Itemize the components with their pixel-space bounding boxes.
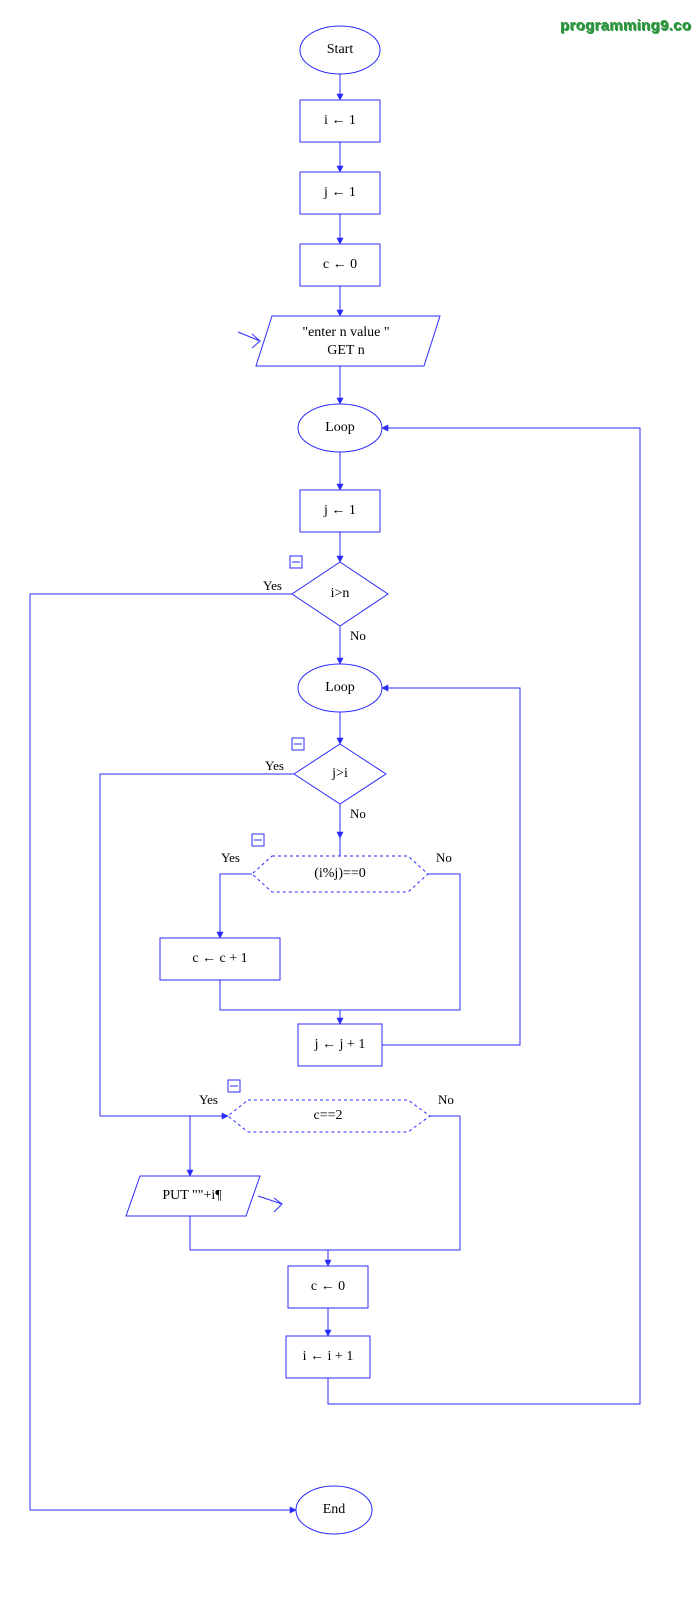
end-label: End xyxy=(323,1502,346,1517)
yes-label: Yes xyxy=(221,850,240,865)
node-i-inc: i ← i + 1 xyxy=(286,1336,370,1378)
node-c-init: c ← 0 xyxy=(300,244,380,286)
cond-c2-label: c==2 xyxy=(313,1108,342,1123)
edge xyxy=(220,980,340,1010)
node-put: PUT ""+i¶ xyxy=(126,1176,282,1216)
cond-mod-label: (i%j)==0 xyxy=(314,866,366,881)
c-reset-label: c ← 0 xyxy=(311,1279,345,1294)
cond-j-gt-i-label: j>i xyxy=(331,766,348,781)
cond-i-gt-n-label: i>n xyxy=(331,586,350,601)
input-line2: GET n xyxy=(327,343,364,358)
flowchart-canvas: programming9.com programming9.com Start … xyxy=(0,0,692,1604)
start-label: Start xyxy=(327,42,354,57)
yes-label: Yes xyxy=(199,1092,218,1107)
j-reset-label: j ← 1 xyxy=(323,503,356,518)
j-inc-label: j ← j + 1 xyxy=(314,1037,366,1052)
edge-cond-i-gt-n-yes: Yes xyxy=(30,578,296,1510)
node-input: "enter n value " GET n xyxy=(238,316,440,366)
node-cond-i-gt-n: i>n xyxy=(290,556,388,626)
loop-outer-label: Loop xyxy=(325,420,355,435)
node-cond-c2: c==2 xyxy=(228,1080,430,1132)
node-end: End xyxy=(296,1486,372,1534)
i-init-label: i ← 1 xyxy=(324,113,356,128)
yes-label: Yes xyxy=(263,578,282,593)
no-label: No xyxy=(438,1092,454,1107)
edge xyxy=(190,1216,328,1250)
edge-cond-mod-yes: Yes xyxy=(220,850,252,938)
input-arrow-icon xyxy=(238,332,260,348)
node-loop-inner: Loop xyxy=(298,664,382,712)
edge-cond-c2-yes: Yes xyxy=(190,1092,228,1176)
watermark: programming9.com programming9.com xyxy=(560,17,692,35)
no-label: No xyxy=(350,628,366,643)
put-label: PUT ""+i¶ xyxy=(162,1188,222,1203)
watermark-text: programming9.com xyxy=(560,17,692,34)
edge-cond-j-gt-i-yes: Yes xyxy=(100,758,294,1116)
edge-inner-loop-back xyxy=(382,688,520,1045)
node-c-reset: c ← 0 xyxy=(288,1266,368,1308)
node-j-init: j ← 1 xyxy=(300,172,380,214)
output-arrow-icon xyxy=(258,1196,282,1212)
no-label: No xyxy=(350,806,366,821)
yes-label: Yes xyxy=(265,758,284,773)
node-i-init: i ← 1 xyxy=(300,100,380,142)
i-inc-label: i ← i + 1 xyxy=(303,1349,354,1364)
node-j-reset: j ← 1 xyxy=(300,490,380,532)
edge-outer-loop-back xyxy=(328,428,640,1404)
input-line1: "enter n value " xyxy=(302,325,389,340)
edge-cond-c2-no: No xyxy=(328,1092,460,1266)
node-j-inc: j ← j + 1 xyxy=(298,1024,382,1066)
c-init-label: c ← 0 xyxy=(323,257,357,272)
j-init-label: j ← 1 xyxy=(323,185,356,200)
c-inc-label: c ← c + 1 xyxy=(192,951,247,966)
node-cond-j-gt-i: j>i xyxy=(292,738,386,804)
node-start: Start xyxy=(300,26,380,74)
loop-inner-label: Loop xyxy=(325,680,355,695)
node-c-inc: c ← c + 1 xyxy=(160,938,280,980)
node-loop-outer: Loop xyxy=(298,404,382,452)
no-label: No xyxy=(436,850,452,865)
